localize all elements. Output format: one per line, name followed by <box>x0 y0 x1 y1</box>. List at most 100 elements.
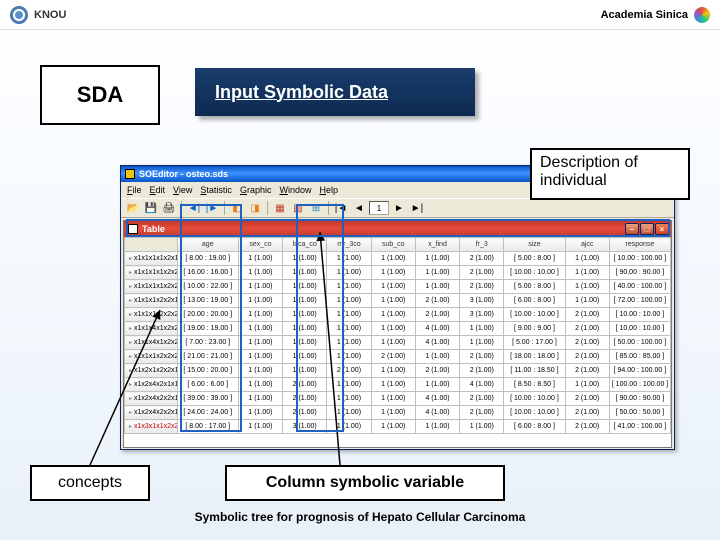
table-row[interactable]: x1x1x1x1x2x1[ 8.00 : 19.00 ]1 (1.00)1 (1… <box>125 252 671 266</box>
table-row[interactable]: x1x1x1x1x2x2[ 10.00 : 22.00 ]1 (1.00)1 (… <box>125 280 671 294</box>
table-row[interactable]: x1x2x4x2x2x1[ 24.00 : 24.00 ]1 (1.00) 2 (… <box>125 406 671 420</box>
table-cell[interactable]: [ 20.00 : 20.00 ] <box>177 308 238 322</box>
table-cell[interactable]: 1 (1.00) <box>238 266 282 280</box>
table-cell[interactable]: 2 (1.00) <box>460 280 504 294</box>
table-cell[interactable]: 1 (1.00) <box>460 420 504 434</box>
table-cell[interactable]: 1 (1.00) <box>283 308 327 322</box>
table-cell[interactable]: [ 6.00 : 8.00 ] <box>504 420 565 434</box>
table-cell[interactable]: 2 (1.00) <box>565 406 609 420</box>
col-header-fr_3[interactable]: fr_3 <box>460 238 504 252</box>
prev-page-icon[interactable]: ◄ <box>351 200 367 216</box>
table-cell[interactable]: [ 10.00 : 10.00 ] <box>504 392 565 406</box>
table-cell[interactable]: [ 85.00 : 85.00 ] <box>609 350 670 364</box>
table-cell[interactable]: 1 (1.00) <box>415 378 459 392</box>
table-cell[interactable]: 1 (1.00) <box>415 280 459 294</box>
table-cell[interactable]: 1 (1.00) <box>238 350 282 364</box>
table-cell[interactable]: 1 (1.00) <box>371 336 415 350</box>
table-cell[interactable]: 2 (1.00) <box>460 266 504 280</box>
table-cell[interactable]: [ 10.00 : 22.00 ] <box>177 280 238 294</box>
table-cell[interactable]: [ 40.00 : 100.00 ] <box>609 280 670 294</box>
table-cell[interactable]: [ 5.00 : 8.00 ] <box>504 252 565 266</box>
col-header-sub_co[interactable]: sub_co <box>371 238 415 252</box>
table-cell[interactable]: [ 72.00 : 100.00 ] <box>609 294 670 308</box>
table-cell[interactable]: 2 (1.00) <box>565 420 609 434</box>
table-cell[interactable]: 4 (1.00) <box>415 336 459 350</box>
table-cell[interactable]: 1 (1.00) <box>238 280 282 294</box>
row-header[interactable]: x1x1x4x1x2x2 <box>125 336 178 350</box>
table-cell[interactable]: 1 (1.00) <box>415 420 459 434</box>
row-header[interactable]: x1x1x1x2x2x2 <box>125 308 178 322</box>
table-cell[interactable]: 3 (1.00) <box>283 420 327 434</box>
col-header-sex_co[interactable]: sex_co <box>238 238 282 252</box>
table-cell[interactable]: 1 (1.00) <box>327 294 371 308</box>
table-cell[interactable]: [ 6.00 : 8.00 ] <box>504 294 565 308</box>
col-header-loca_co[interactable]: loca_co <box>283 238 327 252</box>
table-cell[interactable]: [ 10.00 : 10.00 ] <box>609 308 670 322</box>
row-header[interactable]: x1x2x4x2x2x1 <box>125 406 178 420</box>
table-cell[interactable]: 1 (1.00) <box>460 336 504 350</box>
table-cell[interactable]: [ 24.00 : 24.00 ] <box>177 406 238 420</box>
table-cell[interactable]: 1 (1.00) <box>327 378 371 392</box>
row-header[interactable]: x1x1x1x1x2x2 <box>125 266 178 280</box>
menu-view[interactable]: View <box>173 185 192 195</box>
table-cell[interactable]: 1 (1.00) <box>371 378 415 392</box>
table-cell[interactable]: 2 (1.00) <box>415 294 459 308</box>
table-cell[interactable]: [ 11.00 : 18.50 ] <box>504 364 565 378</box>
table-row[interactable]: x1x1x4x1x2x2[ 7.00 : 23.00 ] 1 (1.00) 1 (1… <box>125 336 671 350</box>
table-cell[interactable]: 1 (1.00) <box>327 322 371 336</box>
row-header[interactable]: x1x1x1x1x2x1 <box>125 252 178 266</box>
next-icon[interactable]: |► <box>204 200 220 216</box>
table-cell[interactable]: 1 (1.00) <box>415 350 459 364</box>
table-cell[interactable]: 1 (1.00) <box>238 406 282 420</box>
open-icon[interactable]: 📂 <box>125 200 141 216</box>
table-cell[interactable]: [ 94.00 : 100.00 ] <box>609 364 670 378</box>
table-cell[interactable]: 1 (1.00) <box>327 350 371 364</box>
table-cell[interactable]: [ 50.00 : 50.00 ] <box>609 406 670 420</box>
table-cell[interactable]: [ 90.00 : 90.00 ] <box>609 266 670 280</box>
table-cell[interactable]: [ 13.00 : 19.00 ] <box>177 294 238 308</box>
table-row[interactable]: x1x2x4x2x1x1[ 6.00 : 6.00 ]1 (1.00)2 (1.… <box>125 378 671 392</box>
table-cell[interactable]: 2 (1.00) <box>460 350 504 364</box>
table-cell[interactable]: 2 (1.00) <box>565 392 609 406</box>
table-cell[interactable]: 1 (1.00) <box>283 294 327 308</box>
table-cell[interactable]: [ 7.00 : 23.00 ] <box>177 336 238 350</box>
table-cell[interactable]: 1 (1.00) <box>238 378 282 392</box>
menu-window[interactable]: Window <box>279 185 311 195</box>
table-cell[interactable]: 2 (1.00) <box>327 364 371 378</box>
table-cell[interactable]: 1 (1.00) <box>283 322 327 336</box>
table-cell[interactable]: 1 (1.00) <box>283 350 327 364</box>
table-cell[interactable]: [ 21.00 : 21.00 ] <box>177 350 238 364</box>
table-cell[interactable]: 1 (1.00) <box>327 392 371 406</box>
row-header[interactable]: x1x2x4x2x1x1 <box>125 378 178 392</box>
table-cell[interactable]: 2 (1.00) <box>565 364 609 378</box>
tool-e-icon[interactable]: ⊞ <box>308 200 324 216</box>
table-cell[interactable]: 1 (1.00) <box>238 364 282 378</box>
menu-graphic[interactable]: Graphic <box>240 185 272 195</box>
row-header[interactable]: x1x1x1x2x2x1 <box>125 294 178 308</box>
table-cell[interactable]: 1 (1.00) <box>565 378 609 392</box>
table-cell[interactable]: [ 50.00 : 100.00 ] <box>609 336 670 350</box>
table-cell[interactable]: 3 (1.00) <box>460 308 504 322</box>
table-cell[interactable]: [ 9.00 : 9.00 ] <box>504 322 565 336</box>
table-cell[interactable]: 2 (1.00) <box>565 308 609 322</box>
table-cell[interactable]: 1 (1.00) <box>238 420 282 434</box>
menu-file[interactable]: File <box>127 185 142 195</box>
tool-d-icon[interactable]: ▧ <box>290 200 306 216</box>
table-cell[interactable]: 1 (1.00) <box>565 280 609 294</box>
save-icon[interactable]: 💾 <box>143 200 159 216</box>
table-cell[interactable]: [ 18.00 : 18.00 ] <box>504 350 565 364</box>
row-header[interactable]: x1x3x1x1x2x2 <box>125 420 178 434</box>
col-header-size[interactable]: size <box>504 238 565 252</box>
table-row[interactable]: x1x1x1x2x2x1[ 13.00 : 19.00 ] 1 (1.00)1 (… <box>125 294 671 308</box>
table-cell[interactable]: [ 5.00 : 17.00 ] <box>504 336 565 350</box>
row-header[interactable]: x1x1x1x2x2x2 <box>125 350 178 364</box>
table-row[interactable]: x1x1x1x1x2x2[ 16.00 : 16.00 ]1 (1.00)1 (… <box>125 266 671 280</box>
row-header[interactable]: x1x1x1x1x2x2 <box>125 280 178 294</box>
table-cell[interactable]: [ 8.00 : 19.00 ] <box>177 252 238 266</box>
table-cell[interactable]: 1 (1.00) <box>327 308 371 322</box>
col-header-age[interactable]: age <box>177 238 238 252</box>
table-cell[interactable]: [ 8.00 : 17.00 ] <box>177 420 238 434</box>
table-cell[interactable]: 1 (1.00) <box>283 266 327 280</box>
table-cell[interactable]: 2 (1.00) <box>371 350 415 364</box>
table-cell[interactable]: 4 (1.00) <box>415 392 459 406</box>
